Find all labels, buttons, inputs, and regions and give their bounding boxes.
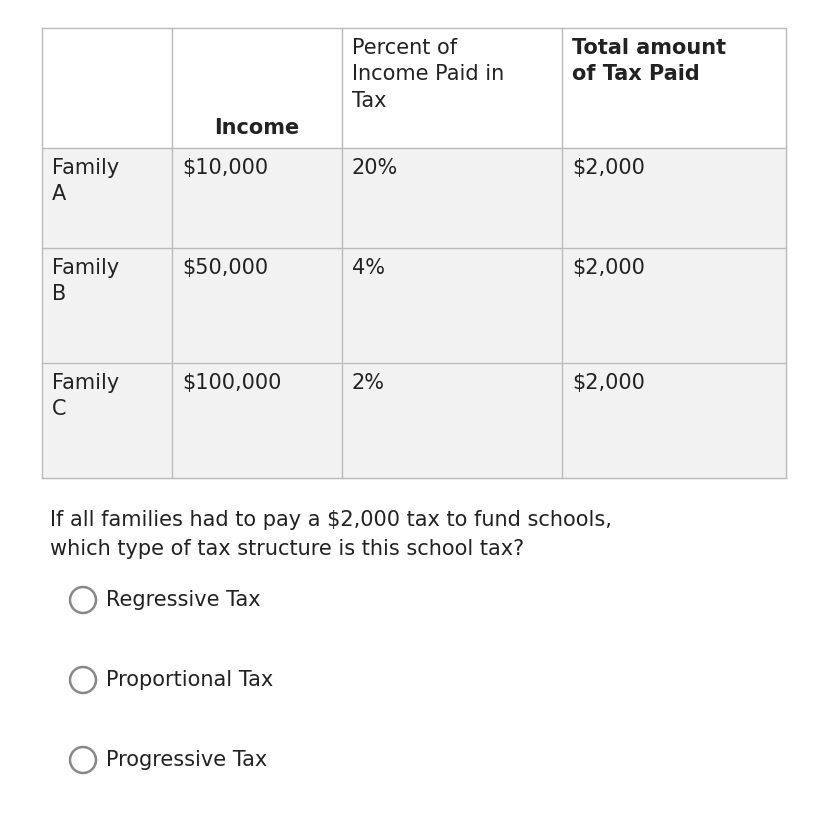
Text: $100,000: $100,000: [182, 373, 281, 393]
Text: If all families had to pay a $2,000 tax to fund schools,
which type of tax struc: If all families had to pay a $2,000 tax …: [50, 510, 611, 559]
Text: Proportional Tax: Proportional Tax: [106, 670, 273, 690]
Text: Family
C: Family C: [52, 373, 119, 419]
Text: 20%: 20%: [351, 158, 398, 178]
Text: 2%: 2%: [351, 373, 385, 393]
Text: $2,000: $2,000: [571, 373, 644, 393]
Text: $50,000: $50,000: [182, 258, 268, 278]
Text: Income: Income: [214, 118, 299, 138]
Text: Progressive Tax: Progressive Tax: [106, 750, 267, 770]
Text: 4%: 4%: [351, 258, 385, 278]
Text: Family
B: Family B: [52, 258, 119, 304]
Text: Family
A: Family A: [52, 158, 119, 204]
Text: Percent of
Income Paid in
Tax: Percent of Income Paid in Tax: [351, 38, 504, 111]
Text: Total amount
of Tax Paid: Total amount of Tax Paid: [571, 38, 725, 84]
Text: Regressive Tax: Regressive Tax: [106, 590, 261, 610]
Text: $2,000: $2,000: [571, 258, 644, 278]
Text: $10,000: $10,000: [182, 158, 268, 178]
Text: $2,000: $2,000: [571, 158, 644, 178]
